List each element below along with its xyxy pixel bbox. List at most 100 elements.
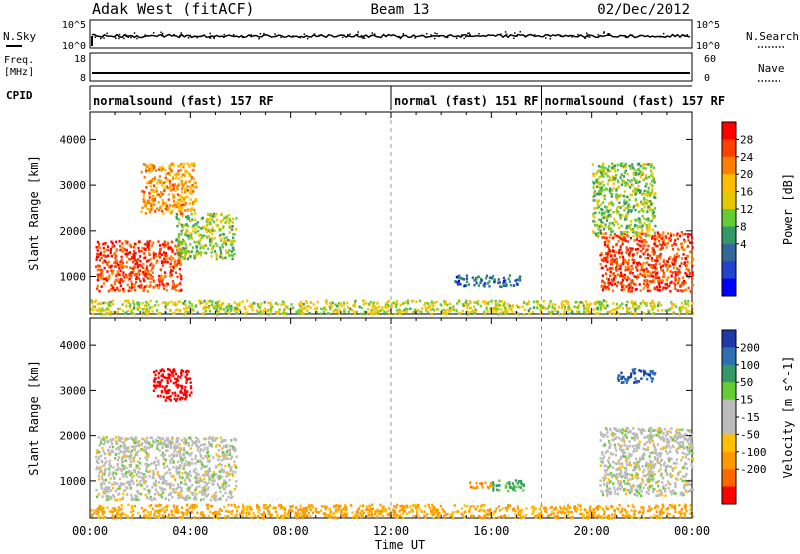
data-cell [676, 289, 679, 292]
data-cell [684, 288, 687, 291]
data-cell [605, 239, 608, 243]
data-cell [184, 385, 187, 389]
data-cell [614, 489, 617, 493]
data-cell [140, 283, 143, 287]
data-cell [151, 267, 154, 270]
data-cell [115, 248, 118, 251]
data-cell [96, 287, 99, 291]
data-cell [660, 268, 663, 272]
data-cell [619, 206, 622, 209]
data-cell [204, 455, 207, 458]
data-cell [334, 303, 337, 306]
data-cell [186, 257, 189, 261]
data-cell [235, 455, 238, 459]
data-cell [604, 223, 607, 227]
data-cell [676, 435, 679, 439]
data-cell [367, 307, 370, 311]
data-cell [684, 280, 687, 283]
nsearch-dot [549, 38, 552, 40]
data-cell [185, 245, 188, 248]
data-cell [116, 273, 119, 276]
data-cell [183, 250, 186, 254]
data-cell [513, 484, 516, 487]
nsearch-dot [478, 33, 480, 35]
data-cell [177, 460, 180, 464]
data-cell [150, 269, 153, 272]
data-cell [156, 259, 159, 263]
data-cell [611, 262, 614, 266]
data-cell [163, 478, 166, 481]
data-cell [172, 370, 175, 373]
data-cell [166, 439, 169, 442]
data-cell [455, 281, 458, 284]
data-cell [269, 306, 272, 309]
data-cell [195, 241, 198, 244]
data-cell [146, 265, 149, 268]
data-cell [691, 264, 694, 268]
y-tick-label: 1000 [60, 271, 87, 284]
data-cell [637, 168, 640, 171]
data-cell [681, 281, 684, 285]
y-tick-label: 3000 [60, 179, 87, 192]
data-cell [629, 210, 633, 213]
data-cell [111, 245, 114, 249]
data-cell [636, 247, 640, 251]
site-title: Adak West (fitACF) [92, 0, 255, 18]
data-cell [612, 210, 615, 214]
data-cell [211, 238, 214, 241]
data-cell [106, 245, 110, 248]
data-cell [603, 171, 606, 174]
data-cell [154, 464, 157, 467]
data-cell [185, 381, 188, 384]
data-cell [169, 441, 172, 445]
data-cell [605, 172, 608, 176]
data-cell [654, 266, 657, 269]
data-cell [549, 300, 552, 303]
data-cell [596, 307, 599, 310]
data-cell [328, 305, 331, 308]
data-cell [658, 301, 661, 304]
data-cell [212, 473, 216, 477]
data-cell [355, 310, 358, 314]
data-cell [231, 228, 234, 231]
data-cell [192, 470, 196, 473]
data-cell [503, 301, 506, 304]
data-cell [165, 204, 169, 208]
data-cell [575, 310, 578, 313]
data-cell [680, 231, 683, 234]
data-cell [229, 451, 232, 454]
data-cell [651, 179, 654, 183]
data-cell [687, 244, 690, 248]
data-cell [620, 224, 623, 228]
data-cell [116, 462, 119, 466]
data-cell [157, 481, 161, 484]
data-cell [605, 236, 608, 240]
data-cell [229, 493, 233, 496]
data-cell [129, 473, 132, 477]
data-cell [638, 468, 641, 471]
data-cell [184, 451, 187, 455]
data-cell [588, 303, 591, 307]
data-cell [508, 304, 511, 308]
data-cell [631, 271, 634, 275]
data-cell [200, 467, 203, 470]
data-cell [392, 301, 395, 305]
data-cell [647, 233, 650, 237]
data-cell [683, 261, 686, 264]
data-cell [195, 185, 198, 189]
data-cell [643, 206, 646, 209]
data-cell [522, 484, 525, 488]
data-cell [226, 219, 229, 223]
data-cell [176, 446, 179, 449]
data-cell [523, 308, 526, 311]
data-cell [457, 279, 461, 283]
data-cell [222, 256, 225, 260]
data-cell [101, 307, 104, 310]
data-cell [177, 289, 181, 293]
data-cell [192, 491, 195, 495]
data-cell [219, 436, 222, 440]
data-cell [659, 253, 662, 256]
data-cell [124, 459, 127, 462]
data-cell [187, 477, 190, 480]
data-cell [168, 164, 171, 167]
